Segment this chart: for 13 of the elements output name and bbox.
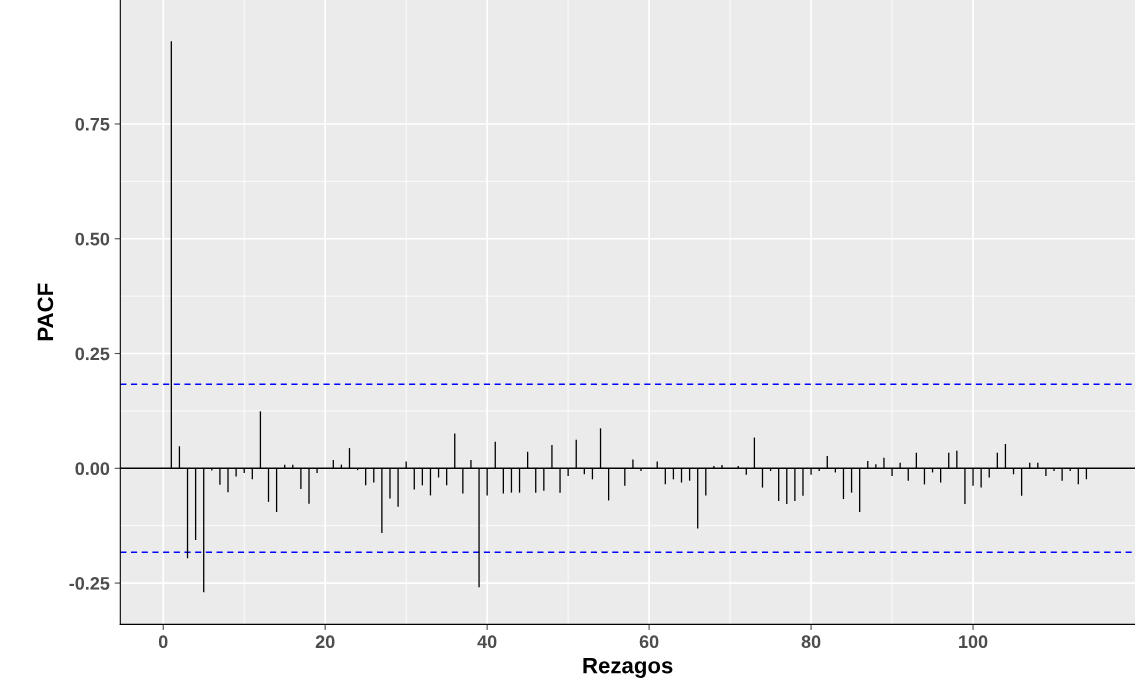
x-tick-label: 80 (801, 635, 821, 649)
y-axis-title: PACF (37, 283, 54, 341)
y-tick-label: 0.25 (75, 347, 110, 361)
x-tick-label: 20 (315, 635, 335, 649)
x-tick-label: 40 (477, 635, 497, 649)
y-tick-label: 0.00 (75, 462, 110, 476)
y-tick-label: 0.75 (75, 117, 110, 131)
y-tick-label: -0.25 (69, 577, 110, 590)
x-axis-title: Rezagos (583, 657, 673, 678)
x-tick-label: 100 (959, 635, 988, 649)
x-tick-label: 0 (158, 635, 168, 649)
x-tick-label: 60 (639, 635, 659, 649)
y-tick-label: 0.50 (75, 232, 110, 246)
